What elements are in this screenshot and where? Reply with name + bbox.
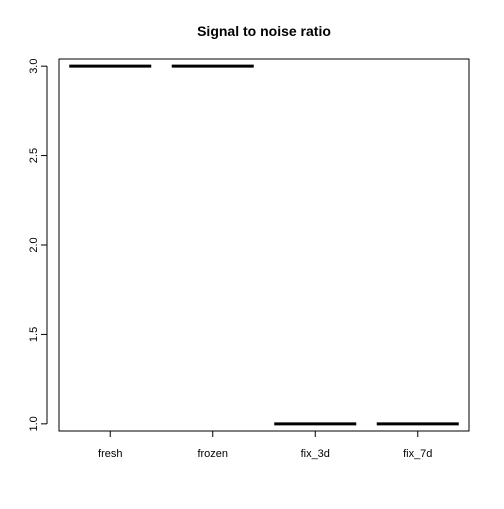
y-tick-label: 3.0 — [28, 59, 40, 74]
x-tick-label: fix_3d — [301, 448, 330, 460]
y-tick-label: 2.0 — [28, 237, 40, 252]
x-tick-label: fix_7d — [403, 448, 432, 460]
x-tick-label: fresh — [98, 448, 122, 460]
y-tick-label: 1.0 — [28, 416, 40, 431]
y-tick-label: 2.5 — [28, 148, 40, 163]
x-tick-label: frozen — [197, 448, 228, 460]
y-tick-label: 1.5 — [28, 327, 40, 342]
chart-title: Signal to noise ratio — [197, 23, 331, 39]
y-axis: 1.0 1.5 2.0 2.5 3.0 — [28, 59, 48, 431]
x-axis: fresh frozen fix_3d fix_7d — [98, 431, 432, 460]
median-lines — [69, 64, 459, 426]
plot-frame — [58, 58, 470, 432]
